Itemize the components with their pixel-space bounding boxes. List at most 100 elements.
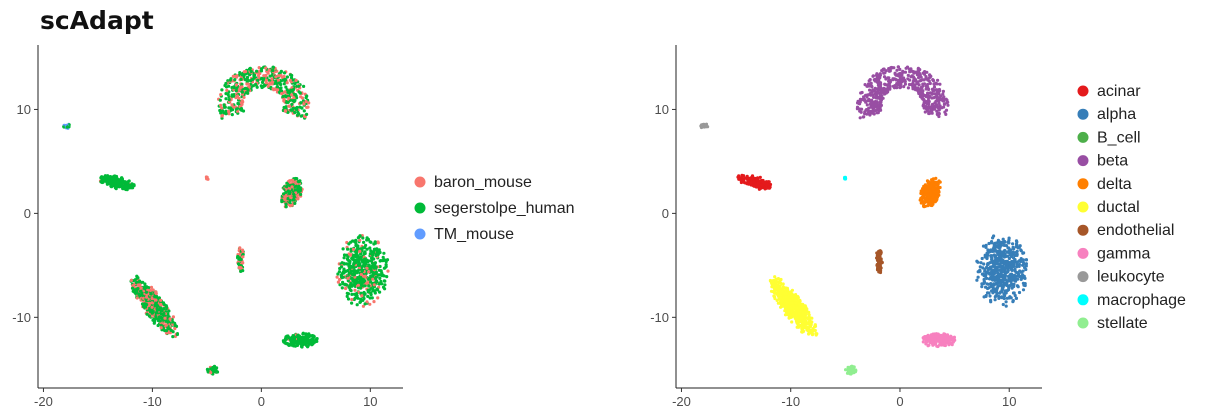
legend-item-B_cell: B_cell (1077, 129, 1141, 146)
point (353, 288, 357, 292)
point (248, 66, 252, 70)
legend-label: beta (1097, 153, 1128, 170)
point (282, 99, 286, 103)
legend-swatch (1077, 85, 1089, 97)
point (871, 89, 875, 93)
point (270, 80, 275, 84)
point (385, 275, 389, 279)
point (755, 177, 759, 181)
point (344, 253, 349, 257)
point (234, 107, 238, 111)
point (365, 300, 369, 304)
point (778, 296, 783, 300)
point (935, 88, 939, 92)
point (1015, 265, 1019, 269)
point (341, 280, 345, 284)
point (227, 109, 231, 113)
point (900, 73, 904, 77)
point (983, 267, 987, 271)
point (130, 286, 135, 290)
point (925, 99, 929, 104)
legend-swatch (1077, 271, 1089, 283)
legend-swatch (1077, 294, 1089, 306)
point (936, 78, 940, 82)
point (992, 259, 996, 263)
point (370, 261, 374, 265)
point (157, 296, 161, 300)
point (379, 269, 383, 273)
point (1021, 288, 1026, 292)
point (769, 289, 774, 293)
point (227, 112, 231, 116)
point (252, 73, 257, 77)
point (297, 112, 301, 116)
point (360, 294, 364, 298)
point (865, 103, 869, 107)
point (926, 184, 930, 188)
point (879, 103, 884, 107)
point (999, 284, 1004, 288)
point (989, 241, 993, 245)
point (221, 109, 225, 113)
point (795, 306, 799, 310)
point (997, 246, 1001, 250)
point (1010, 286, 1014, 290)
point (336, 272, 340, 276)
point (920, 86, 924, 90)
point (1017, 262, 1022, 267)
legend-label: alpha (1097, 106, 1136, 123)
cluster-delta (918, 176, 942, 209)
point (986, 282, 990, 286)
point (141, 280, 145, 284)
y-tick-label: -10 (650, 310, 669, 325)
point (843, 175, 848, 179)
point (380, 282, 384, 286)
point (882, 71, 886, 75)
point (989, 300, 993, 304)
y-tick-label: 10 (655, 102, 669, 117)
point (926, 189, 930, 193)
point (272, 88, 276, 92)
point (1018, 269, 1022, 273)
legend-label: macrophage (1097, 292, 1186, 309)
point (857, 101, 861, 105)
point (770, 282, 774, 286)
point (367, 270, 371, 274)
point (789, 301, 794, 305)
point (249, 79, 253, 83)
point (890, 66, 894, 70)
point (237, 96, 241, 100)
point (997, 249, 1001, 253)
point (365, 247, 369, 251)
point (234, 83, 239, 87)
point (805, 307, 809, 311)
point (1007, 238, 1011, 242)
point (802, 319, 807, 323)
x-tick-label: -10 (781, 394, 800, 409)
point (268, 74, 272, 78)
point (883, 88, 887, 92)
legend-swatch (1077, 201, 1089, 213)
point (240, 90, 244, 94)
point (136, 283, 140, 287)
point (933, 101, 937, 105)
point (891, 77, 895, 81)
point (1018, 275, 1022, 279)
point (341, 247, 345, 251)
point (787, 310, 792, 314)
point (218, 98, 222, 102)
point (901, 69, 905, 73)
point (934, 81, 938, 85)
point (290, 89, 294, 93)
points-layer (62, 65, 390, 376)
point (900, 78, 904, 83)
point (930, 92, 934, 96)
legend-swatch (1077, 178, 1089, 190)
point (164, 323, 168, 327)
point (358, 256, 362, 260)
point (159, 302, 163, 307)
point (1001, 287, 1005, 291)
point (797, 312, 801, 316)
point (941, 89, 946, 93)
point (923, 200, 928, 204)
